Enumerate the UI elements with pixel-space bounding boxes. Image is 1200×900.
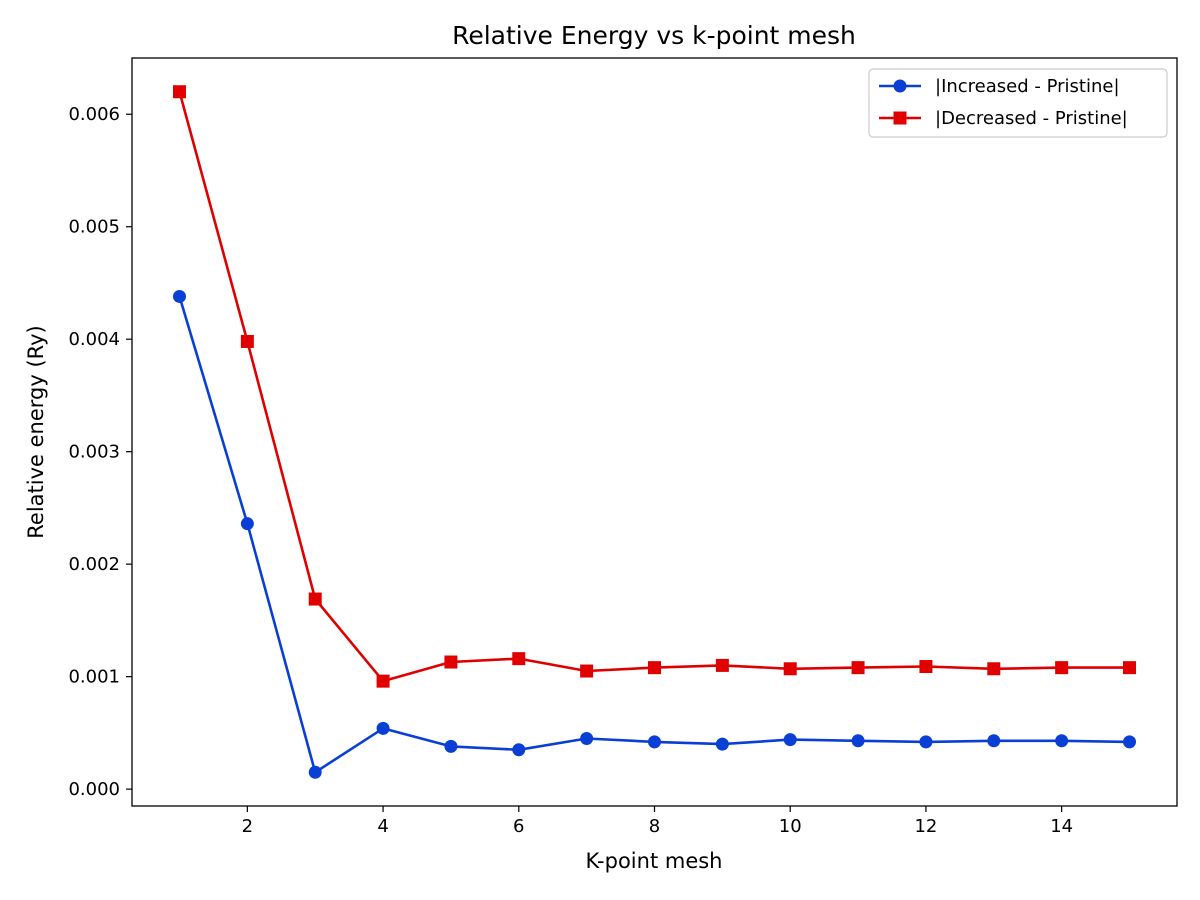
data-point-circle — [715, 737, 729, 751]
y-tick-label: 0.002 — [68, 554, 120, 575]
data-point-square — [308, 592, 322, 606]
data-point-circle — [240, 517, 254, 531]
y-axis-title: Relative energy (Ry) — [24, 325, 48, 538]
data-point-square — [1055, 661, 1069, 675]
data-point-square — [851, 661, 865, 675]
y-tick-label: 0.003 — [68, 442, 120, 463]
x-tick-label: 14 — [1050, 816, 1073, 837]
data-point-circle — [919, 735, 933, 749]
data-point-circle — [783, 733, 797, 747]
axes-frame — [131, 57, 1178, 807]
chart-title: Relative Energy vs k-point mesh — [452, 21, 856, 50]
x-tick-label: 12 — [914, 816, 937, 837]
y-tick-label: 0.005 — [68, 217, 120, 238]
legend-label-2: |Decreased - Pristine| — [935, 108, 1128, 129]
y-tick-label: 0.000 — [68, 779, 120, 800]
data-point-circle — [376, 721, 390, 735]
data-point-circle — [512, 743, 526, 757]
legend: |Increased - Pristine| |Decreased - Prist… — [868, 68, 1168, 138]
data-point-square — [1123, 661, 1136, 675]
data-point-square — [987, 662, 1001, 676]
data-point-circle — [580, 732, 594, 746]
data-point-square — [715, 658, 729, 672]
x-tick-label: 6 — [513, 816, 524, 837]
data-point-square — [444, 655, 458, 669]
y-tick-label: 0.001 — [68, 667, 120, 688]
data-point-circle — [173, 289, 186, 303]
data-point-square — [512, 652, 526, 666]
data-point-circle — [308, 765, 322, 779]
x-tick-label: 10 — [779, 816, 802, 837]
x-tick-label: 8 — [649, 816, 660, 837]
legend-marker-circle — [893, 79, 907, 93]
data-point-circle — [648, 735, 661, 749]
data-point-square — [580, 664, 594, 678]
legend-marker-square — [893, 111, 907, 125]
y-tick-label: 0.004 — [68, 329, 120, 350]
x-axis-title: K-point mesh — [585, 849, 722, 873]
data-point-square — [173, 85, 186, 99]
data-point-square — [783, 662, 797, 676]
data-point-square — [919, 660, 933, 674]
data-point-circle — [987, 734, 1001, 748]
data-point-circle — [1055, 734, 1069, 748]
legend-box — [868, 68, 1168, 138]
plot-area: 2 4 6 8 10 12 14 0.000 0.001 0.002 0.003 0.004 0.005… — [68, 85, 1136, 837]
y-tick-label: 0.006 — [68, 104, 120, 125]
legend-label-1: |Increased - Pristine| — [935, 76, 1120, 97]
data-point-square — [376, 674, 390, 688]
data-point-square — [648, 661, 661, 675]
data-point-circle — [1123, 735, 1136, 749]
data-point-circle — [444, 739, 458, 753]
x-tick-label: 4 — [377, 816, 388, 837]
x-tick-label: 2 — [242, 816, 253, 837]
data-point-circle — [851, 734, 865, 748]
data-point-square — [240, 334, 254, 348]
